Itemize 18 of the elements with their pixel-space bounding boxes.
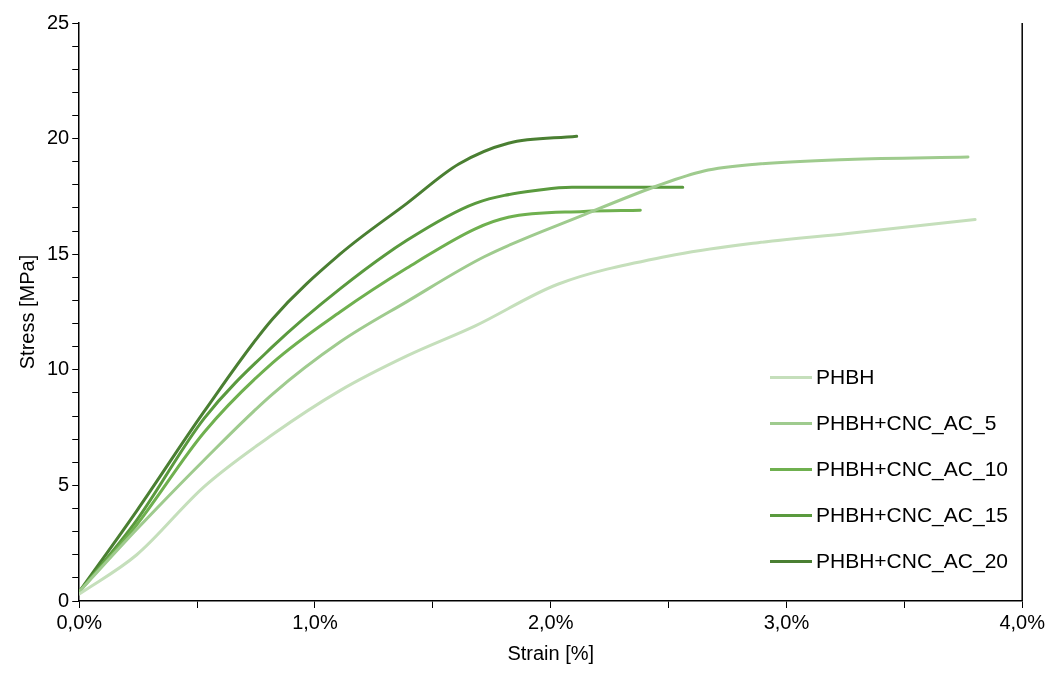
legend-label: PHBH — [816, 365, 875, 389]
y-tick-label: 20 — [47, 126, 70, 149]
x-tick-label: 0,0% — [56, 610, 103, 633]
legend-label: PHBH+CNC_AC_15 — [816, 503, 1008, 527]
x-tick-label: 3,0% — [763, 610, 810, 633]
y-tick-label: 25 — [47, 10, 70, 33]
y-tick-label: 0 — [58, 588, 70, 611]
x-tick-label: 1,0% — [292, 610, 338, 633]
x-axis-title: Strain [%] — [507, 641, 595, 664]
legend-label: PHBH+CNC_AC_10 — [816, 457, 1008, 481]
y-axis-title: Stress [MPa] — [15, 254, 38, 370]
legend-label: PHBH+CNC_AC_20 — [816, 549, 1008, 573]
y-tick-label: 10 — [47, 357, 70, 380]
x-tick-label: 4,0% — [999, 610, 1046, 633]
legend-label: PHBH+CNC_AC_5 — [816, 411, 997, 435]
x-tick-label: 2,0% — [527, 610, 574, 633]
y-tick-label: 15 — [47, 241, 70, 264]
y-tick-label: 5 — [58, 472, 70, 495]
